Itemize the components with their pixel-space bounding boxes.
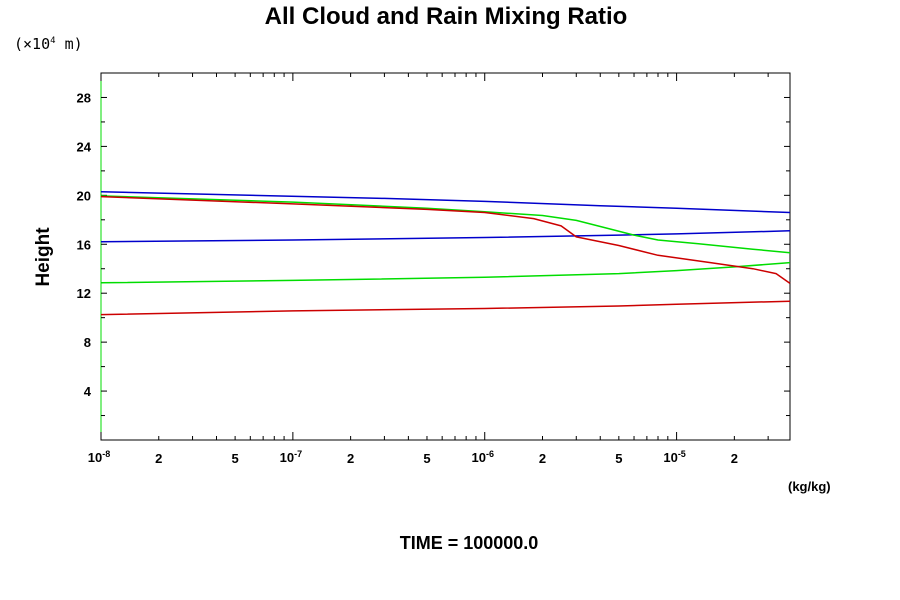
series-line-5	[100, 195, 791, 285]
y-axis-label: Height	[33, 227, 54, 287]
x-tick-label: 10-7	[280, 449, 302, 465]
x-tick-label: 5	[231, 451, 238, 466]
series-line-2	[100, 230, 791, 243]
x-tick-label: 10-6	[471, 449, 493, 465]
y-tick-label: 12	[77, 286, 91, 301]
series-line-3	[100, 195, 791, 254]
y-tick-label: 8	[84, 335, 91, 350]
y-tick-label: 20	[77, 188, 91, 203]
time-label: TIME = 100000.0	[400, 533, 539, 553]
series-line-1	[100, 190, 791, 214]
y-tick-label: 28	[77, 90, 91, 105]
chart-title: All Cloud and Rain Mixing Ratio	[265, 3, 628, 30]
x-ticks: 10-8 2 5 10-7 2 5 10-6 2 5 10-5 2	[88, 73, 769, 466]
x-tick-label: 2	[347, 451, 354, 466]
series-line-4	[100, 261, 791, 284]
x-tick-label: 2	[539, 451, 546, 466]
x-tick-label: 2	[155, 451, 162, 466]
y-tick-label: 4	[84, 384, 92, 399]
series-line-6	[100, 300, 791, 316]
series-layer	[100, 190, 791, 316]
x-tick-label: 5	[423, 451, 430, 466]
plot-frame	[100, 72, 791, 441]
y-unit-label: (×104 m)	[14, 35, 83, 53]
y-tick-label: 16	[77, 237, 91, 252]
x-tick-label: 10-5	[663, 449, 685, 465]
x-tick-label: 2	[731, 451, 738, 466]
x-tick-label: 10-8	[88, 449, 110, 465]
x-tick-label: 5	[615, 451, 622, 466]
y-ticks: 4 8 12 16 20 24 28	[77, 72, 790, 417]
y-tick-label: 24	[77, 139, 92, 154]
x-axis-unit: (kg/kg)	[788, 479, 831, 494]
